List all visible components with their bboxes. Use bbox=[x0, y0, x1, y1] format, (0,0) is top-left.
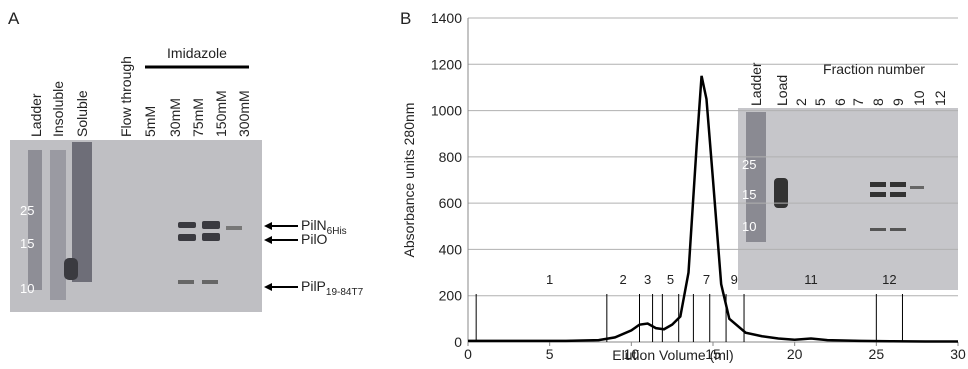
y-tick-label: 1400 bbox=[431, 10, 462, 26]
fraction-label: 2 bbox=[620, 272, 627, 287]
lane-label: Insoluble bbox=[50, 81, 66, 137]
x-tick-label: 5 bbox=[546, 346, 554, 362]
panel-label: B bbox=[400, 9, 411, 28]
band-label: PilP19-84T7 bbox=[301, 278, 364, 298]
panel-label: A bbox=[8, 9, 20, 28]
lane-label: Flow through bbox=[118, 56, 134, 137]
inset-lane-label: 12 bbox=[932, 90, 948, 106]
gel bbox=[10, 140, 262, 312]
y-axis-label: Absorbance units 280nm bbox=[401, 103, 417, 258]
x-axis-label: Elution Volume (ml) bbox=[612, 347, 733, 363]
fraction-label: 11 bbox=[804, 272, 818, 287]
inset-marker-label: 10 bbox=[742, 219, 756, 234]
y-tick-label: 400 bbox=[439, 241, 463, 257]
group-label: Imidazole bbox=[167, 45, 227, 61]
page: A Imidazole Ladder Insoluble Soluble Flow t… bbox=[0, 0, 968, 369]
y-tick-label: 600 bbox=[439, 195, 463, 211]
y-tick-label: 200 bbox=[439, 288, 463, 304]
inset-title: Fraction number bbox=[823, 61, 925, 77]
x-tick-label: 30 bbox=[950, 346, 966, 362]
band-name: PilP bbox=[301, 278, 326, 294]
inset-lane-label: 5 bbox=[812, 98, 828, 106]
marker-label: 15 bbox=[20, 236, 34, 251]
inset-lane-label: Load bbox=[774, 75, 790, 106]
inset-lane-label: 8 bbox=[870, 98, 886, 106]
fraction-label: 7 bbox=[703, 272, 710, 287]
y-tick-label: 1200 bbox=[431, 56, 462, 72]
band-subscript: 19-84T7 bbox=[326, 287, 364, 298]
inset-lane-label: 9 bbox=[890, 98, 906, 106]
inset-gel bbox=[738, 108, 958, 290]
figure: A Imidazole Ladder Insoluble Soluble Flow t… bbox=[0, 0, 968, 364]
inset-lane-label: 10 bbox=[911, 90, 927, 106]
inset-lane-label: 2 bbox=[793, 98, 809, 106]
y-tick-label: 1000 bbox=[431, 103, 462, 119]
lane-label: 150mM bbox=[213, 90, 229, 137]
band-name: PilO bbox=[301, 231, 328, 247]
inset-lane-label: Ladder bbox=[748, 62, 764, 106]
band-subscript: 6His bbox=[327, 226, 347, 237]
inset-lane-label: 6 bbox=[832, 98, 848, 106]
lane-label: 5mM bbox=[142, 106, 158, 137]
x-tick-label: 0 bbox=[464, 346, 472, 362]
lane-label: 30mM bbox=[167, 98, 183, 137]
inset-lane-label: 7 bbox=[850, 98, 866, 106]
band-label: PilO bbox=[301, 231, 328, 247]
lane-label: Soluble bbox=[74, 90, 90, 137]
y-tick-label: 800 bbox=[439, 149, 463, 165]
marker-label: 10 bbox=[20, 281, 34, 296]
fraction-label: 9 bbox=[731, 272, 738, 287]
inset-marker-label: 15 bbox=[742, 187, 756, 202]
band-arrows bbox=[264, 222, 298, 291]
fraction-label: 12 bbox=[882, 272, 896, 287]
x-tick-label: 25 bbox=[869, 346, 885, 362]
fraction-label: 1 bbox=[546, 272, 553, 287]
fraction-label: 5 bbox=[667, 272, 674, 287]
lane-label: 75mM bbox=[190, 98, 206, 137]
x-tick-label: 20 bbox=[787, 346, 803, 362]
fraction-label: 3 bbox=[644, 272, 651, 287]
inset-marker-label: 25 bbox=[742, 157, 756, 172]
marker-label: 25 bbox=[20, 203, 34, 218]
lane-label: 300mM bbox=[236, 90, 252, 137]
lane-label: Ladder bbox=[28, 93, 44, 137]
y-tick-label: 0 bbox=[454, 334, 462, 350]
